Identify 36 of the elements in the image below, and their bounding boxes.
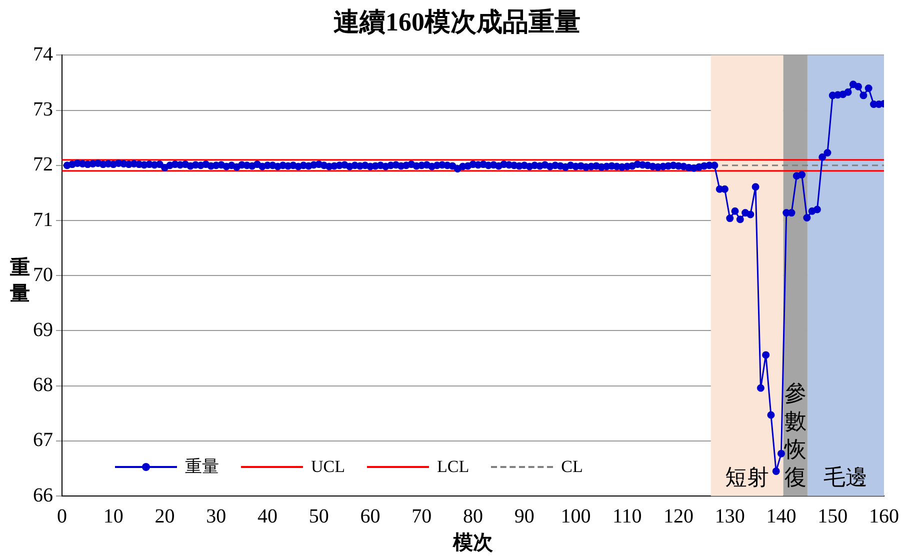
x-tick-label: 90 xyxy=(514,505,534,528)
y-tick-label: 73 xyxy=(33,98,53,121)
legend-label: LCL xyxy=(437,456,470,476)
band-label: 短射 xyxy=(725,466,770,491)
x-tick-label: 20 xyxy=(154,505,175,528)
x-tick-label: 50 xyxy=(308,505,329,528)
x-tick-label: 30 xyxy=(206,505,226,528)
x-tick-label: 40 xyxy=(258,505,278,528)
x-tick-label: 130 xyxy=(714,505,745,528)
x-tick-label: 0 xyxy=(57,505,67,528)
x-tick-label: 100 xyxy=(560,505,591,528)
x-tick-label: 80 xyxy=(463,505,483,528)
x-tick-label: 110 xyxy=(612,505,642,528)
x-axis-title: 模次 xyxy=(452,530,494,554)
y-tick-label: 72 xyxy=(33,154,53,176)
band-label: 毛邊 xyxy=(824,466,868,491)
y-tick-label: 74 xyxy=(33,43,53,66)
x-tick-label: 60 xyxy=(360,505,380,528)
x-tick-label: 70 xyxy=(412,505,432,528)
y-tick-label: 67 xyxy=(33,429,53,452)
y-axis-title: 重量 xyxy=(10,256,30,307)
x-tick-label: 120 xyxy=(664,505,694,528)
y-tick-label: 69 xyxy=(33,318,53,341)
chart-title: 連續160模次成品重量 xyxy=(334,7,580,36)
x-tick-label: 140 xyxy=(766,505,796,528)
band-label: 參數恢復 xyxy=(783,382,806,491)
legend-label: UCL xyxy=(311,456,345,476)
y-tick-label: 70 xyxy=(33,264,53,286)
x-tick-label: 150 xyxy=(818,505,848,528)
legend-label: 重量 xyxy=(185,456,219,478)
y-tick-label: 68 xyxy=(33,374,53,396)
legend-label: CL xyxy=(561,456,583,476)
y-tick-label: 71 xyxy=(33,208,53,231)
x-tick-label: 160 xyxy=(869,505,899,528)
x-tick-label: 10 xyxy=(103,505,124,528)
y-tick-label: 66 xyxy=(33,484,53,506)
